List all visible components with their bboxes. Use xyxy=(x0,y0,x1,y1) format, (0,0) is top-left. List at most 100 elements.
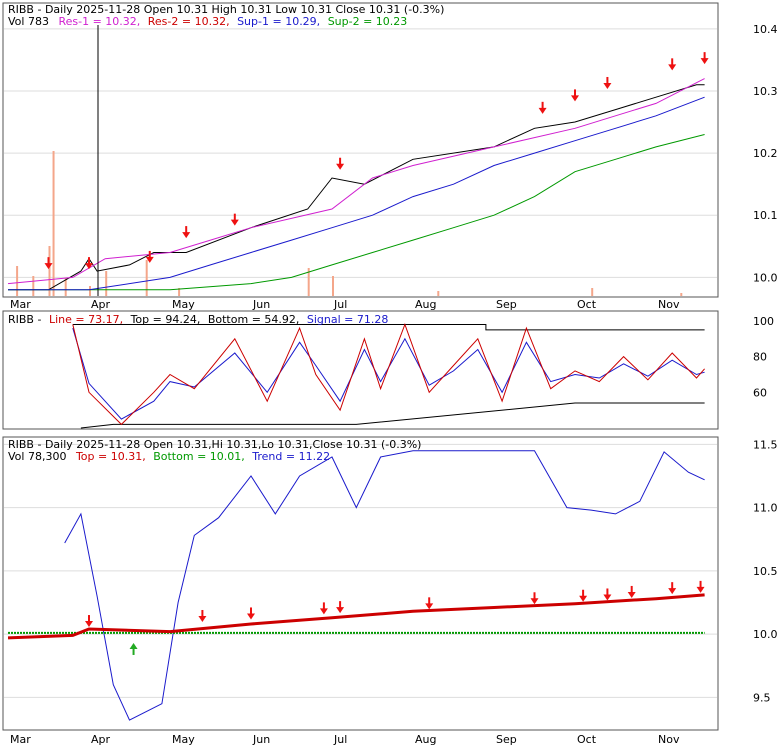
price-header-line1: RIBB - Daily 2025-11-28 Open 10.31 High … xyxy=(8,3,444,16)
osc-line-label: Line = 73.17, xyxy=(49,313,123,326)
y-tick-label: 10.5 xyxy=(753,565,778,578)
sell-arrow xyxy=(247,613,255,620)
volume-bar xyxy=(32,276,35,296)
month-label-jul: Jul xyxy=(333,733,347,745)
sell-arrow xyxy=(668,64,677,71)
sell-arrow xyxy=(579,595,588,602)
sup1-line xyxy=(8,96,705,291)
y-tick-label: 10.2 xyxy=(753,147,778,160)
sell-arrow-stem xyxy=(541,101,544,109)
res1-line xyxy=(7,78,705,285)
sell-arrow-stem xyxy=(671,582,674,590)
osc-top-label: Top = 94.24, xyxy=(130,313,201,326)
sup2-line xyxy=(8,134,705,291)
volume-bar xyxy=(178,288,181,296)
trend-panel-grid xyxy=(4,443,717,698)
month-label-may: May xyxy=(172,298,195,311)
volume-bar xyxy=(680,293,683,296)
month-label-apr: Apr xyxy=(91,733,111,745)
sell-arrow-stem xyxy=(185,226,188,234)
sell-arrow-stem xyxy=(671,58,674,66)
res1-label: Res-1 = 10.32, xyxy=(58,15,140,28)
osc-name: RIBB - xyxy=(8,313,41,326)
sell-arrow-stem xyxy=(201,609,204,617)
y-tick-label: 80 xyxy=(753,351,767,364)
trend-header-line1: RIBB - Daily 2025-11-28 Open 10.31,Hi 10… xyxy=(8,438,421,451)
y-tick-label: 10.1 xyxy=(753,209,778,222)
month-label-jun: Jun xyxy=(252,298,270,311)
volume-bar xyxy=(437,291,440,296)
osc-top-line xyxy=(72,323,705,331)
sell-arrow-stem xyxy=(582,589,585,597)
sell-arrow-stem xyxy=(88,615,90,623)
sell-arrow xyxy=(538,107,547,114)
trend-line xyxy=(64,450,705,721)
sell-arrow-stem xyxy=(533,592,536,600)
sell-arrow-stem xyxy=(630,585,633,593)
oscillator-header: RIBB - Line = 73.17, Top = 94.24, Bottom… xyxy=(8,313,388,326)
res2-label: Res-2 = 10.32, xyxy=(148,15,230,28)
sell-arrow xyxy=(571,95,579,102)
sell-arrow-stem xyxy=(339,601,342,609)
sell-arrow xyxy=(700,58,709,65)
osc-bottom-label: Bottom = 54.92, xyxy=(208,313,300,326)
sell-arrow-stem xyxy=(148,250,151,258)
trend-panel-frame xyxy=(2,436,719,731)
sell-arrow xyxy=(530,598,539,605)
sell-arrow xyxy=(319,608,328,615)
month-label-apr: Apr xyxy=(91,298,111,311)
sell-arrow xyxy=(198,615,207,622)
volume-bar xyxy=(307,268,310,296)
volume-bar xyxy=(145,260,148,296)
sell-arrow xyxy=(336,607,345,614)
trend-top-label: Top = 10.31, xyxy=(75,450,146,463)
sell-arrow-stem xyxy=(47,257,50,265)
vol-label: Vol 783 xyxy=(8,15,49,28)
volume-bar xyxy=(52,151,55,296)
sell-arrow-stem xyxy=(606,588,609,596)
sell-arrow-stem xyxy=(606,76,609,84)
y-tick-label: 10.3 xyxy=(753,85,778,98)
sell-arrow xyxy=(336,163,345,170)
month-label-may: May xyxy=(172,733,195,745)
sell-arrow xyxy=(145,256,154,263)
price-x-axis: Mar Apr May Jun Jul Aug Sep Oct Nov xyxy=(10,298,680,311)
sell-arrow-stem xyxy=(339,157,342,165)
sell-arrow-stem xyxy=(574,89,576,97)
oscillator-lines xyxy=(72,323,705,429)
trend-vol-label: Vol 78,300 xyxy=(8,450,66,463)
oscillator-y-axis: 100 80 60 xyxy=(753,315,774,399)
osc-bottom-line xyxy=(80,402,705,429)
sell-arrow xyxy=(627,591,636,598)
y-tick-label: 11.0 xyxy=(753,502,778,515)
sell-arrow-stem xyxy=(88,257,90,265)
sell-arrow-stem xyxy=(428,597,431,605)
trend-panel: 11.5 11.0 10.5 10.0 9.5 RIBB - Daily 2025-11… xyxy=(2,436,778,745)
sup1-label: Sup-1 = 10.29, xyxy=(237,15,320,28)
price-lines xyxy=(7,25,705,296)
price-panel-frame xyxy=(2,2,719,298)
sell-arrow-stem xyxy=(699,580,702,588)
close-line xyxy=(8,84,705,291)
y-tick-label: 10.4 xyxy=(753,23,778,36)
price-header-line2: Vol 783 Res-1 = 10.32, Res-2 = 10.32, Su… xyxy=(8,15,407,28)
y-tick-label: 10.0 xyxy=(753,628,778,641)
trend-arrows xyxy=(85,580,705,655)
sell-arrow xyxy=(603,82,612,89)
y-tick-label: 10.0 xyxy=(753,271,778,284)
volume-bar xyxy=(105,271,108,296)
osc-signal-line xyxy=(72,327,705,420)
sup2-label: Sup-2 = 10.23 xyxy=(328,15,408,28)
sell-arrow xyxy=(230,219,239,226)
sell-arrow xyxy=(425,603,434,610)
month-label-jun: Jun xyxy=(252,733,270,745)
month-label-sep: Sep xyxy=(496,733,517,745)
volume-bar xyxy=(16,266,19,296)
y-tick-label: 11.5 xyxy=(753,438,778,451)
sell-arrow xyxy=(44,263,53,270)
sell-arrow-stem xyxy=(322,602,325,610)
price-arrows xyxy=(44,52,709,270)
top-dotted-line xyxy=(7,593,705,640)
month-label-mar: Mar xyxy=(10,733,31,745)
